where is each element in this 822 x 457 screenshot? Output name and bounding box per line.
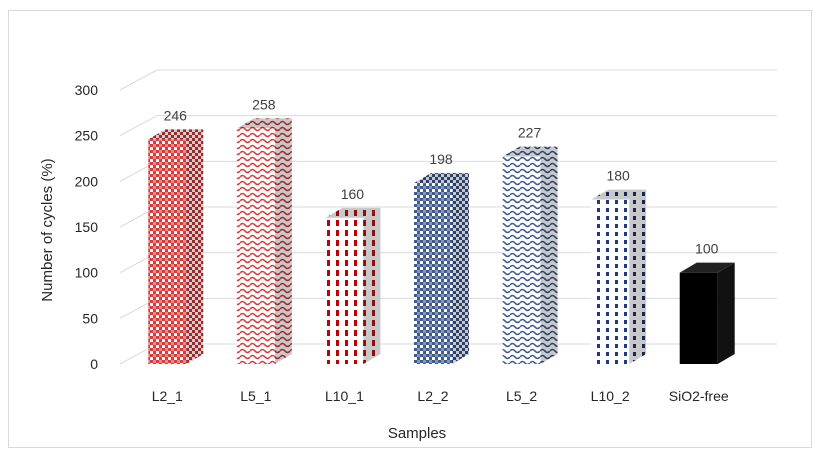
bar-top <box>148 129 204 140</box>
data-label: 160 <box>341 186 365 202</box>
data-label: 258 <box>252 96 276 112</box>
bar-front <box>325 217 364 364</box>
x-tick-label: L2_2 <box>417 388 448 404</box>
y-tick-label: 50 <box>82 310 98 326</box>
y-tick-label: 150 <box>75 219 99 235</box>
bar-SiO2-free <box>679 262 735 364</box>
bar-top <box>414 173 469 184</box>
y-axis-title: Number of cycles (%) <box>39 158 56 301</box>
data-label: 100 <box>695 241 719 257</box>
bar-L5_1 <box>236 118 292 364</box>
bar-L2_2 <box>414 173 469 364</box>
x-axis-ticks: L2_1 L5_1 L10_1 L2_2 L5_2 L10_2 SiO2-free <box>152 388 729 404</box>
bar-side <box>363 207 381 364</box>
data-label: 246 <box>164 107 188 123</box>
x-tick-label: L5_2 <box>506 388 537 404</box>
x-tick-label: L5_1 <box>240 388 271 404</box>
bar-side <box>540 146 558 364</box>
y-tick-label: 100 <box>75 265 99 281</box>
bar-top <box>591 189 647 200</box>
bar-front <box>679 272 718 364</box>
y-tick-label: 300 <box>75 82 99 98</box>
bar-top <box>236 118 292 129</box>
bar-L10_2 <box>591 189 647 364</box>
y-tick-label: 250 <box>75 128 99 144</box>
bar-front <box>502 156 541 364</box>
bar-L5_2 <box>502 146 558 364</box>
x-tick-label: L10_1 <box>325 388 364 404</box>
y-tick-label: 0 <box>90 356 98 372</box>
bar-side <box>452 173 469 364</box>
bar-L2_1 <box>148 129 204 364</box>
bar-front <box>236 128 275 364</box>
bars: 246 258 160 198 227 180 100 <box>148 96 735 364</box>
bar-front <box>591 199 630 364</box>
y-tick-label: 200 <box>75 173 99 189</box>
data-label: 198 <box>429 151 453 167</box>
bar-side <box>274 118 292 364</box>
bar-top <box>325 207 381 218</box>
bar-front <box>148 139 187 364</box>
bar-front <box>414 183 452 364</box>
data-label: 180 <box>606 168 630 184</box>
bar-side <box>717 262 735 364</box>
gridline-diagonal <box>119 69 158 91</box>
gridline-diagonal <box>119 115 158 137</box>
y-axis-ticks: 0 50 100 150 200 250 300 <box>75 82 99 372</box>
bar-top <box>502 146 558 157</box>
x-tick-label: L10_2 <box>591 388 630 404</box>
x-tick-label: SiO2-free <box>669 388 729 404</box>
bar-L10_1 <box>325 207 381 364</box>
chart-area <box>8 10 812 448</box>
bar-top <box>679 262 735 273</box>
x-axis-title: Samples <box>388 425 446 442</box>
data-label: 227 <box>518 125 542 141</box>
bar-side <box>186 129 204 364</box>
bar-side <box>629 189 647 364</box>
x-tick-label: L2_1 <box>152 388 183 404</box>
